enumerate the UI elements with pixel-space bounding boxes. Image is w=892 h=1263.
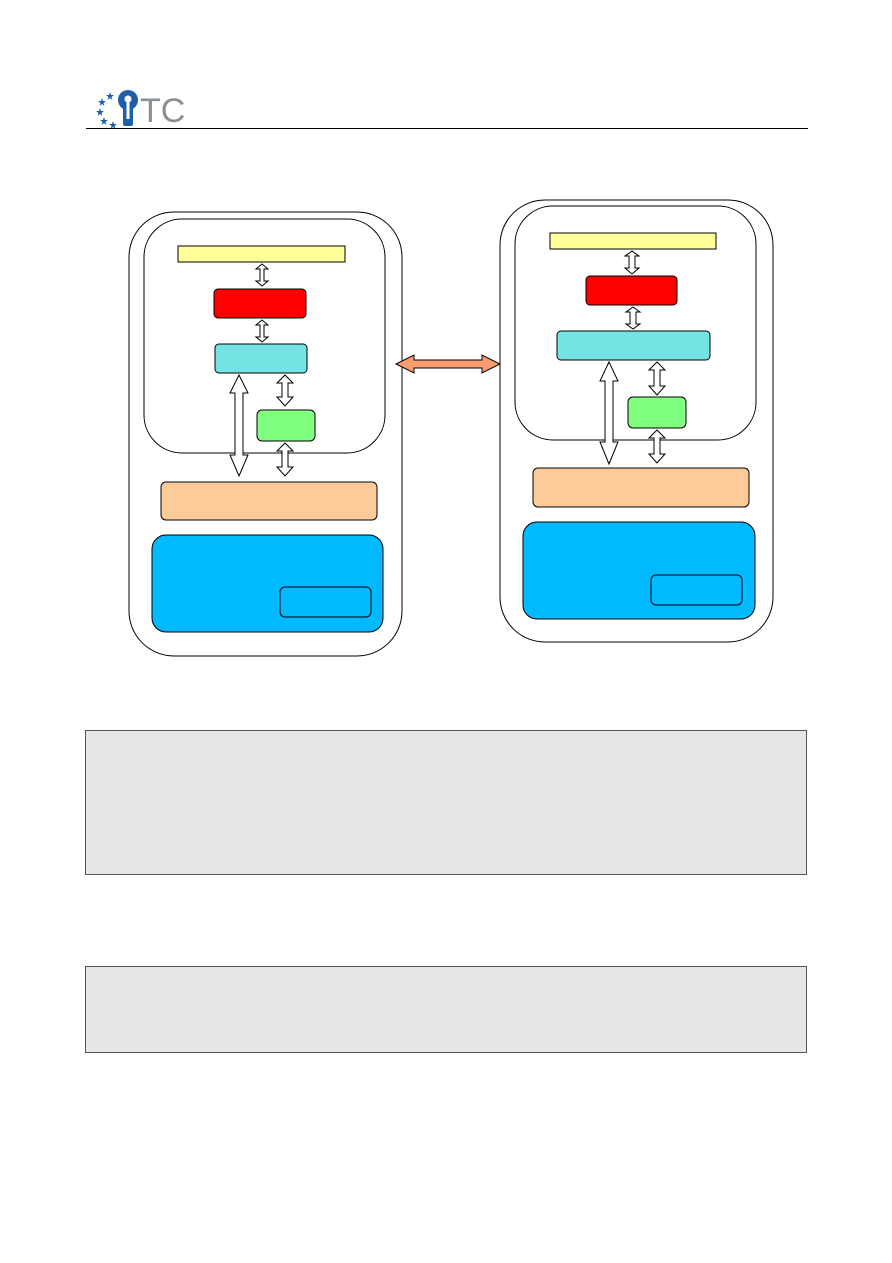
left-arrow-cyan-orange bbox=[229, 373, 249, 478]
architecture-diagram bbox=[128, 199, 774, 657]
right-blue-subbox bbox=[650, 574, 743, 606]
left-arrow-red-cyan bbox=[254, 319, 270, 343]
right-cyan-block bbox=[556, 330, 711, 361]
right-arrow-green-orange bbox=[647, 429, 667, 464]
right-red-block bbox=[585, 275, 678, 306]
right-arrow-cyan-orange bbox=[599, 360, 619, 466]
left-green-block bbox=[256, 409, 316, 442]
left-orange-bar bbox=[160, 481, 378, 521]
right-arrow-cyan-green bbox=[647, 361, 667, 396]
left-yellow-bar bbox=[177, 245, 346, 263]
logo-text: TC bbox=[140, 92, 185, 128]
left-red-block bbox=[213, 288, 307, 319]
left-blue-subbox bbox=[279, 586, 372, 618]
right-green-block bbox=[627, 396, 687, 429]
gray-text-box-2 bbox=[85, 966, 807, 1053]
gray-text-box-1-text bbox=[86, 731, 806, 755]
inter-system-arrow bbox=[394, 354, 502, 374]
left-system bbox=[128, 211, 403, 657]
gray-text-box-2-text bbox=[86, 967, 806, 991]
right-yellow-bar bbox=[549, 232, 717, 250]
right-system bbox=[499, 199, 774, 643]
left-arrow-yellow-red bbox=[254, 263, 270, 287]
star-ring-icon bbox=[96, 92, 117, 128]
gray-text-box-1 bbox=[85, 730, 807, 875]
right-arrow-yellow-red bbox=[623, 250, 641, 275]
left-cyan-block bbox=[214, 343, 308, 374]
right-orange-bar bbox=[532, 467, 750, 508]
left-arrow-cyan-green bbox=[275, 374, 295, 407]
keyhole-icon bbox=[118, 90, 138, 126]
right-arrow-red-cyan bbox=[624, 306, 642, 330]
left-arrow-green-orange bbox=[275, 442, 295, 477]
header-rule bbox=[86, 128, 808, 129]
itc-logo: TC bbox=[96, 90, 185, 128]
